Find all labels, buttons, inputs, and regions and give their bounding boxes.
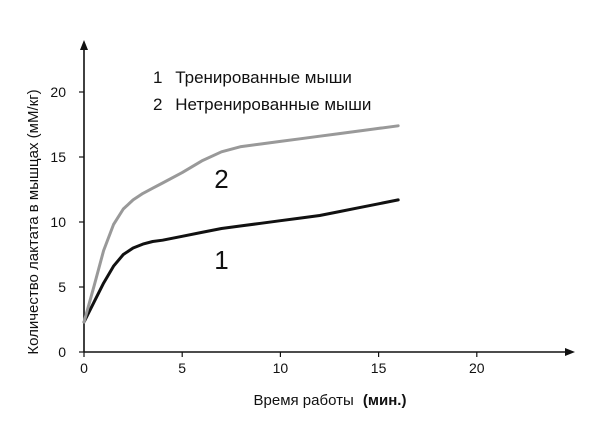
series-line-1 [82, 198, 400, 324]
x-tick-label: 0 [80, 360, 88, 376]
curve-labels: 12 [214, 164, 228, 275]
curve-label-2: 2 [214, 164, 228, 194]
legend-entry-2: 2 Нетренированные мыши [153, 95, 371, 114]
legend-label-1: Тренированные мыши [175, 68, 352, 87]
ticks: 0 5 10 15 20 0 5 10 15 20 [50, 84, 484, 376]
y-axis-title: Количество лактата в мышцах (мМ/кг) [25, 89, 42, 354]
y-tick-label: 20 [50, 84, 66, 100]
x-axis-unit: (мин.) [363, 392, 407, 409]
x-tick-label: 15 [371, 360, 387, 376]
series-lines [82, 124, 400, 324]
curve-label-1: 1 [214, 245, 228, 275]
legend-key-2: 2 [153, 95, 162, 114]
y-tick-label: 15 [50, 149, 66, 165]
y-tick-label: 5 [58, 279, 66, 295]
y-axis-arrow [80, 40, 88, 50]
x-axis-arrow [565, 348, 575, 356]
legend: 1 Тренированные мыши 2 Нетренированные м… [153, 68, 371, 114]
x-axis-label: Время работы [254, 392, 354, 409]
series-line-2 [82, 124, 400, 324]
axes [80, 40, 575, 356]
y-tick-label: 0 [58, 344, 66, 360]
y-tick-label: 10 [50, 214, 66, 230]
x-tick-label: 20 [469, 360, 485, 376]
x-axis-title: Время работы (мин.) [254, 392, 407, 409]
x-tick-label: 5 [178, 360, 186, 376]
legend-label-2: Нетренированные мыши [175, 95, 371, 114]
x-tick-label: 10 [273, 360, 289, 376]
legend-key-1: 1 [153, 68, 162, 87]
legend-entry-1: 1 Тренированные мыши [153, 68, 352, 87]
